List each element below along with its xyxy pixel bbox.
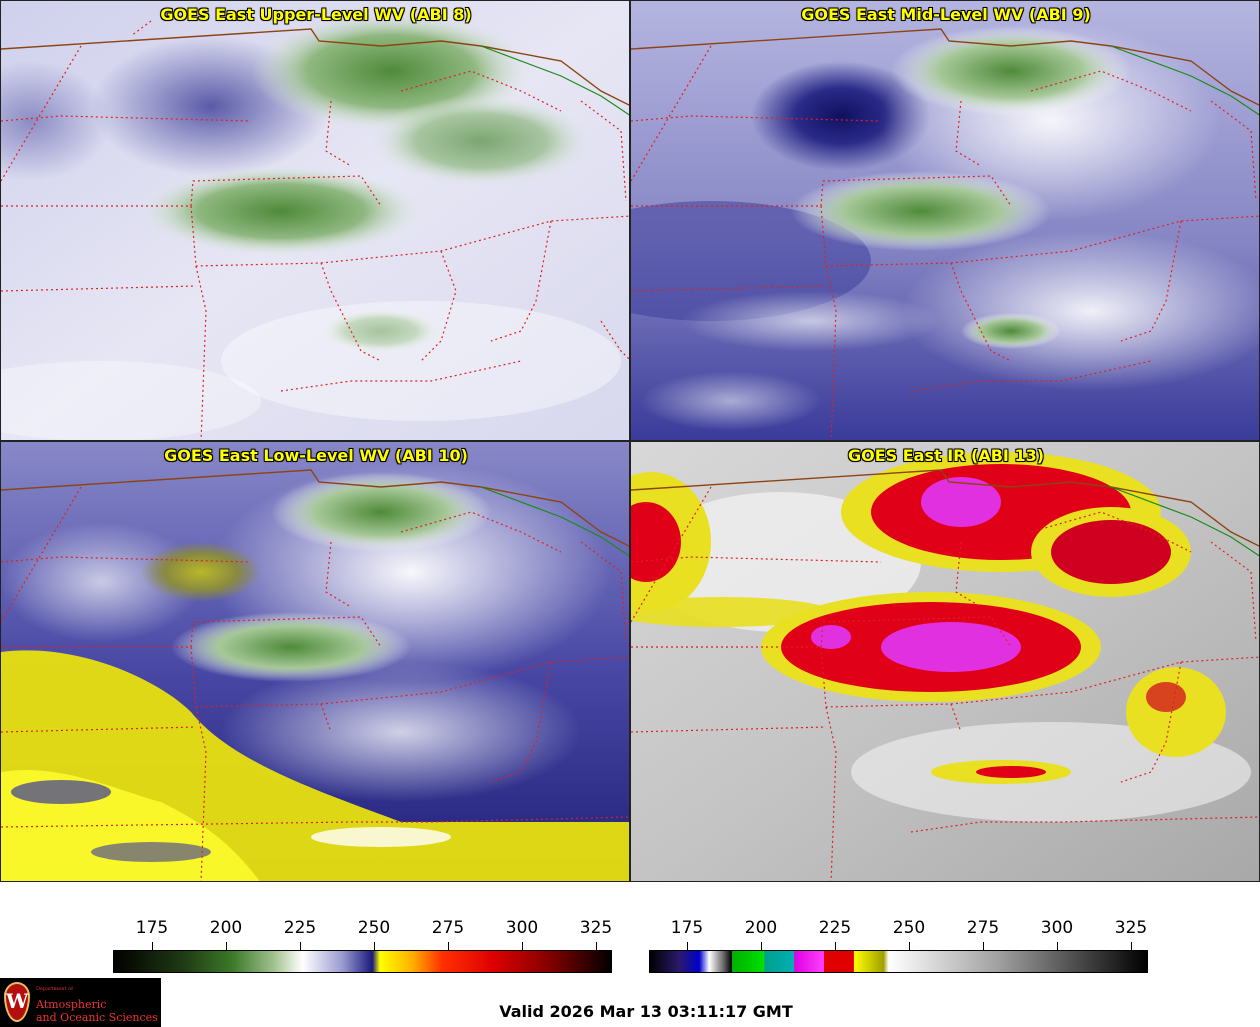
wv-tick-label: 275 [431, 918, 465, 938]
wv-tick-label: 325 [579, 918, 613, 938]
mid-level-wv-panel: GOES East Mid-Level WV (ABI 9) [630, 0, 1260, 441]
upper-level-wv-panel: GOES East Upper-Level WV (ABI 8) [0, 0, 630, 441]
aos-logo: W Department of Atmospheric and Oceanic … [0, 978, 161, 1027]
wv-colorbar [113, 950, 612, 973]
ir-tick-label: 250 [892, 918, 926, 938]
ir-tick-label: 325 [1114, 918, 1148, 938]
ir-image [631, 442, 1259, 881]
low-level-wv-panel: GOES East Low-Level WV (ABI 10) [0, 441, 630, 882]
panel-title: GOES East Low-Level WV (ABI 10) [164, 446, 468, 465]
wv-tick-label: 200 [209, 918, 243, 938]
uw-seal-icon: W [4, 982, 30, 1022]
logo-department: Department of [36, 986, 73, 992]
ir-tick-label: 200 [744, 918, 778, 938]
ir-tick-label: 300 [1040, 918, 1074, 938]
wv-tick-label: 250 [357, 918, 391, 938]
valid-time: Valid 2026 Mar 13 03:11:17 GMT [499, 1002, 793, 1021]
ir-tick-label: 275 [966, 918, 1000, 938]
panel-title: GOES East Upper-Level WV (ABI 8) [160, 5, 472, 24]
panel-title: GOES East Mid-Level WV (ABI 9) [801, 5, 1091, 24]
wv-tick-label: 175 [135, 918, 169, 938]
wv-tick-label: 300 [505, 918, 539, 938]
ir-panel: GOES East IR (ABI 13) [630, 441, 1260, 882]
wv-tick-label: 225 [283, 918, 317, 938]
mid-level-wv-image [631, 1, 1259, 440]
upper-level-wv-image [1, 1, 629, 440]
low-level-wv-image [1, 442, 629, 881]
logo-line1: Atmospheric [36, 998, 107, 1011]
logo-line2: and Oceanic Sciences [36, 1011, 158, 1024]
ir-tick-label: 225 [818, 918, 852, 938]
ir-tick-label: 175 [670, 918, 704, 938]
ir-colorbar [649, 950, 1148, 973]
panel-title: GOES East IR (ABI 13) [847, 446, 1045, 465]
